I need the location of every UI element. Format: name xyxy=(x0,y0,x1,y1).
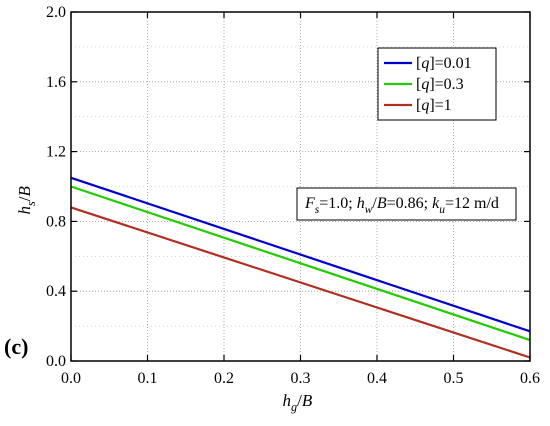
text-part: s xyxy=(315,204,320,216)
text-part: =1.0; xyxy=(319,195,356,212)
axis-ticks: 0.0 0.1 0.2 0.3 0.4 0.5 0.6 0.0 0.4 0.8 1.2 1.6 2.0 xyxy=(46,4,540,387)
text-part: [ xyxy=(416,76,421,93)
legend-label: [q]=1 xyxy=(416,97,452,114)
text-part: w xyxy=(365,204,373,216)
y-tick-label: 1.6 xyxy=(46,74,66,91)
grid xyxy=(71,12,530,361)
annotation-text: Fs=1.0; hw/B=0.86; ku=12 m/d xyxy=(304,195,499,216)
x-tick-label: 0.0 xyxy=(61,370,81,387)
annotation-box xyxy=(296,187,517,221)
series-line-1 xyxy=(70,176,531,333)
text-part: h xyxy=(15,206,34,215)
panel-label: (c) xyxy=(4,334,28,359)
legend-label: [q]=0.01 xyxy=(416,55,472,72)
x-axis-label: hg/B xyxy=(283,391,313,414)
y-tick-label: 0.4 xyxy=(46,283,66,300)
text-part: ]=0.01 xyxy=(429,55,471,72)
legend: [q]=0.01[q]=0.3[q]=1 xyxy=(377,47,497,121)
text-part: k xyxy=(432,195,440,212)
text-part: q xyxy=(421,55,429,72)
text-part: ]=1 xyxy=(429,97,451,114)
text-part: / xyxy=(297,391,302,410)
text-part: B xyxy=(377,195,387,212)
series-lines xyxy=(70,176,531,359)
text-part: B xyxy=(15,186,34,197)
x-tick-label: 0.3 xyxy=(291,370,311,387)
text-part: F xyxy=(304,195,315,212)
text-part: / xyxy=(372,195,377,212)
y-tick-label: 0.8 xyxy=(46,213,66,230)
text-part: =12 m/d xyxy=(445,195,499,212)
text-part: [ xyxy=(416,97,421,114)
text-part: / xyxy=(15,196,34,201)
x-tick-label: 0.4 xyxy=(367,370,387,387)
text-part: g xyxy=(291,400,297,414)
y-tick-label: 1.2 xyxy=(46,144,66,161)
text-part: q xyxy=(421,76,429,93)
x-tick-label: 0.5 xyxy=(444,370,464,387)
text-part: u xyxy=(439,204,445,216)
x-tick-label: 0.1 xyxy=(138,370,158,387)
x-tick-label: 0.2 xyxy=(214,370,234,387)
y-axis-label: hs/B xyxy=(15,186,38,215)
y-tick-label: 2.0 xyxy=(46,4,66,21)
text-part: B xyxy=(302,391,313,410)
text-part: q xyxy=(421,97,429,114)
x-tick-label: 0.6 xyxy=(520,370,540,387)
parameter-annotation: Fs=1.0; hw/B=0.86; ku=12 m/d xyxy=(296,187,517,221)
series-line-3 xyxy=(70,206,531,359)
text-part: ]=0.3 xyxy=(429,76,463,93)
series-line-2 xyxy=(70,185,531,342)
text-part: h xyxy=(357,195,365,212)
text-part: h xyxy=(283,391,292,410)
legend-label: [q]=0.3 xyxy=(416,76,464,93)
text-part: s xyxy=(24,201,38,206)
text-part: =0.86; xyxy=(387,195,432,212)
axis-labels: hg/Bhs/B xyxy=(15,186,313,415)
y-tick-label: 0.0 xyxy=(46,353,66,370)
text-part: [ xyxy=(416,55,421,72)
y-axis-label-group: hs/B xyxy=(15,186,38,215)
